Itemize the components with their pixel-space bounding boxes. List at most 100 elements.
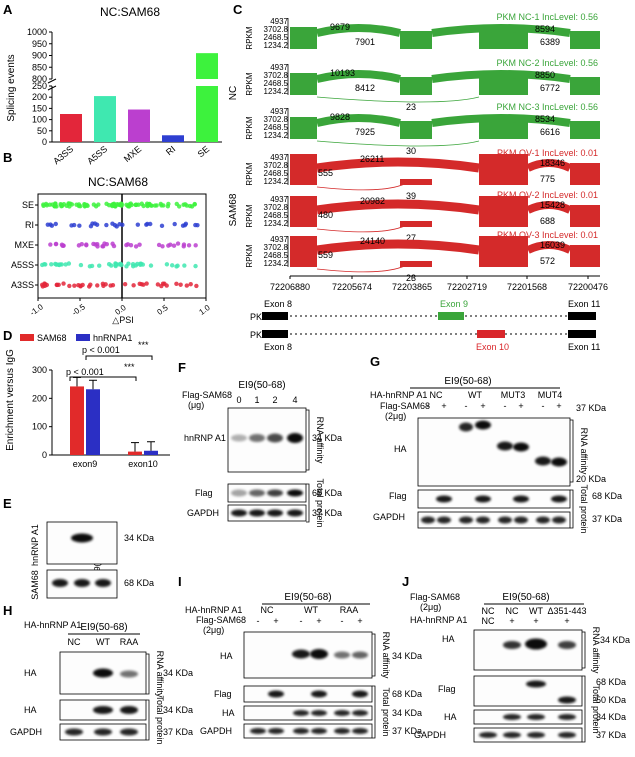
blot-box	[243, 685, 373, 703]
y-tick-label: 850	[32, 62, 47, 72]
x-tick-label: MXE	[122, 144, 143, 164]
blot-band	[267, 509, 283, 517]
treatment-unit: (2μg)	[203, 625, 224, 635]
blot-box	[46, 521, 118, 565]
coverage-block	[479, 31, 528, 49]
blot-band	[249, 509, 265, 517]
bracket	[582, 675, 586, 743]
track-ytick: 1234.2	[264, 177, 289, 186]
panel-label-j: J	[402, 574, 409, 589]
junction-count: 20982	[360, 196, 385, 206]
track-ytick: 1234.2	[264, 131, 289, 140]
blot-band	[552, 516, 566, 524]
blot-band	[558, 714, 576, 720]
junction-count: 480	[318, 210, 333, 220]
coverage-block	[479, 236, 528, 267]
sign-label: -	[427, 401, 430, 411]
data-point	[69, 223, 74, 228]
blot-band	[352, 728, 368, 734]
coverage-block	[570, 245, 600, 267]
junction-arc	[526, 241, 572, 254]
data-point	[84, 243, 89, 248]
kda-label: 37 KDa	[592, 514, 622, 524]
coverage-block	[290, 196, 317, 227]
data-point	[154, 203, 159, 208]
track-ytick: 2468.5	[264, 123, 289, 132]
blot-band	[479, 732, 497, 738]
exon-block	[568, 312, 596, 320]
track-ytick: 2468.5	[264, 79, 289, 88]
x-tick-label: exon9	[73, 459, 98, 469]
junction-arc	[431, 24, 571, 37]
row-label: HA	[442, 634, 455, 644]
blot-band	[268, 728, 284, 734]
junction-arc	[316, 199, 480, 215]
panel-h-western: EI9(50-68)HA-hnRNP A1 NC WT RAA HA HA GAPDH 34 …	[10, 620, 193, 745]
bar	[196, 86, 218, 142]
treatment-label: Flag-SAM68	[380, 401, 430, 411]
lane-label: RAA	[120, 637, 139, 647]
y-tick-label: 250	[32, 81, 47, 91]
data-point	[149, 203, 154, 208]
data-point	[188, 281, 193, 287]
bracket-label: RNA affinity	[591, 627, 601, 674]
data-point	[76, 202, 82, 207]
hn-row-label: +	[564, 616, 569, 626]
exon-label: Exon 9	[440, 299, 468, 309]
sig-bracket	[85, 355, 153, 360]
y-category-label: A5SS	[11, 260, 34, 270]
data-point	[126, 204, 132, 209]
kda-label: 37 KDa	[392, 726, 422, 736]
junction-count: 27	[406, 233, 416, 243]
data-point	[155, 282, 161, 287]
data-point	[192, 202, 197, 207]
bar	[86, 389, 100, 455]
coverage-block	[570, 163, 600, 185]
coverage-block	[479, 121, 528, 139]
data-point	[159, 203, 164, 208]
bracket-label: Total protein	[591, 684, 601, 733]
data-point	[92, 221, 98, 226]
y-tick-label: 1000	[27, 27, 47, 37]
blot-band	[267, 433, 283, 443]
bar	[70, 386, 84, 455]
blot-band	[551, 495, 567, 503]
data-point	[113, 204, 118, 209]
data-point	[124, 242, 129, 248]
data-point	[181, 202, 186, 207]
data-point	[133, 244, 139, 249]
junction-arc	[316, 157, 480, 173]
sign-label: +	[273, 616, 278, 626]
data-point	[82, 202, 88, 207]
data-point	[178, 282, 183, 287]
blot-band	[352, 690, 368, 698]
track-ytick: 2468.5	[264, 169, 289, 178]
blot-band	[437, 516, 451, 524]
sig-stars: ***	[138, 340, 149, 350]
group-label: MUT4	[538, 390, 563, 400]
panel-e-western: noRNAEI9(50-68)EI9(50-68) G3ChnRNP A1SAM…	[30, 521, 154, 599]
blot-band	[459, 516, 473, 524]
track-title: PKM OV-3 IncLevel: 0.01	[497, 230, 598, 240]
y-category-label: MXE	[14, 240, 34, 250]
row-label: Flag	[214, 689, 232, 699]
blot-band	[249, 489, 265, 497]
bar	[60, 114, 82, 142]
blot-band	[334, 728, 350, 734]
x-tick-label: 1.0	[197, 303, 212, 317]
data-point	[166, 243, 171, 248]
x-tick-label: exon10	[128, 459, 158, 469]
data-point	[44, 203, 50, 208]
legend-label: hnRNPA1	[93, 333, 132, 343]
bar	[144, 450, 158, 455]
group-label: WT	[468, 390, 482, 400]
data-point	[165, 204, 171, 209]
row-label: SAM68	[30, 570, 40, 600]
data-point	[49, 262, 54, 267]
junction-count: 8534	[535, 114, 555, 124]
data-point	[141, 282, 146, 287]
blot-band	[267, 489, 283, 497]
track-ytick: 4937	[270, 17, 288, 26]
blot-band	[310, 649, 328, 659]
x-tick-label: 72200476	[568, 282, 608, 292]
